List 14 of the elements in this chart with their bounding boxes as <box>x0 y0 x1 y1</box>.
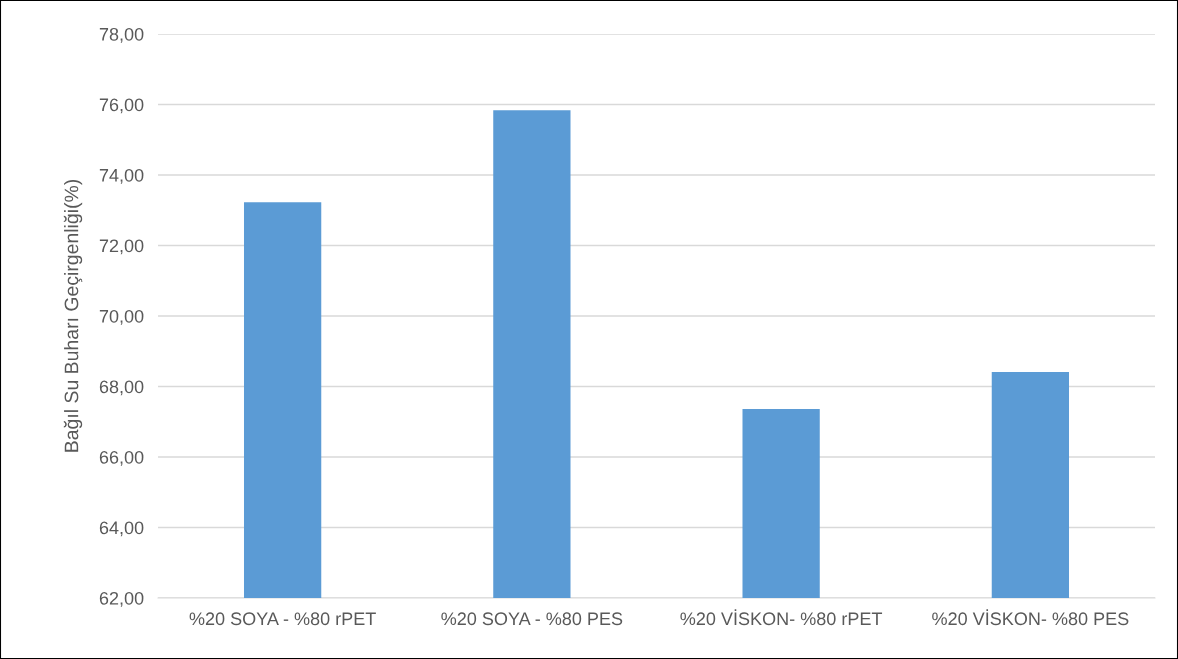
x-tick-label: %20 VİSKON- %80 rPET <box>680 609 883 626</box>
x-tick-label: %20 SOYA - %80 rPET <box>189 612 376 626</box>
y-tick-label: 62,00 <box>99 591 144 607</box>
y-tick-label: 72,00 <box>99 239 144 255</box>
y-axis-title: Bağıl Su Buharı Geçirgenliği(%) <box>63 179 83 452</box>
y-tick-label: 74,00 <box>99 168 144 184</box>
y-tick-label: 66,00 <box>99 450 144 466</box>
y-tick-label: 70,00 <box>99 309 144 325</box>
y-tick-label: 68,00 <box>99 380 144 396</box>
x-tick-label: %20 SOYA - %80 PES <box>441 612 623 626</box>
x-tick-label: %20 VİSKON- %80 PES <box>932 609 1129 626</box>
y-tick-label: 64,00 <box>99 521 144 537</box>
y-tick-label: 78,00 <box>99 27 144 43</box>
y-tick-label: 76,00 <box>99 98 144 114</box>
